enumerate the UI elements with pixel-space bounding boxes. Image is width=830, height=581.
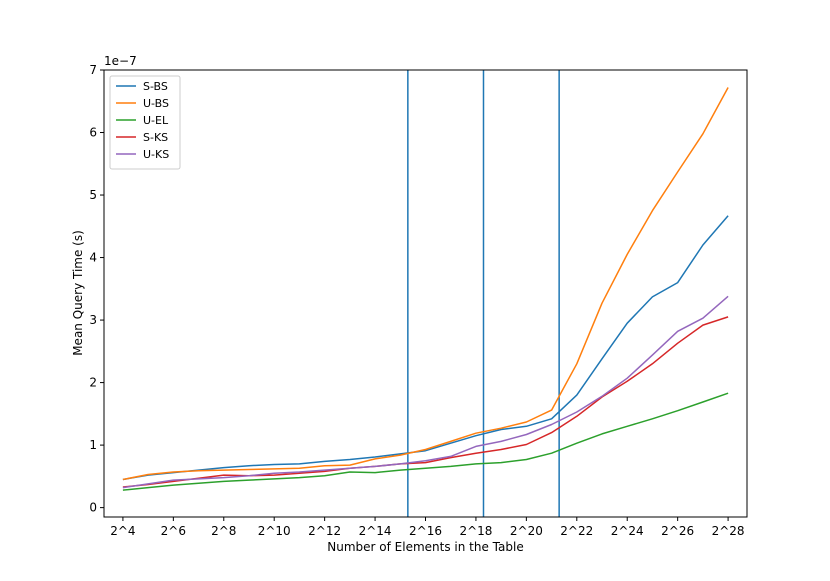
x-axis-ticks: 2^4 2^6 2^8 2^10 2^12 2^14 2^16 2^18 2^20 2^22 2^2… <box>110 517 745 538</box>
x-tick-label: 2^6 <box>161 524 186 538</box>
y-tick-label: 0 <box>89 501 97 515</box>
y-tick-label: 1 <box>89 438 97 452</box>
legend-box <box>109 75 181 170</box>
x-axis-title: Number of Elements in the Table <box>327 540 523 554</box>
legend: S-BS U-BS U-EL S-KS U-KS <box>109 75 181 170</box>
x-tick-label: 2^20 <box>510 524 543 538</box>
y-tick-label: 5 <box>89 188 97 202</box>
y-axis-title: Mean Query Time (s) <box>71 230 85 356</box>
x-tick-label: 2^4 <box>110 524 135 538</box>
legend-label-s-bs: S-BS <box>143 80 168 93</box>
y-tick-label: 2 <box>89 376 97 390</box>
x-tick-label: 2^14 <box>359 524 392 538</box>
x-tick-label: 2^26 <box>661 524 694 538</box>
x-tick-label: 2^24 <box>611 524 644 538</box>
x-tick-label: 2^12 <box>308 524 341 538</box>
x-tick-label: 2^22 <box>560 524 593 538</box>
series-line-u-ks <box>122 295 729 489</box>
legend-label-s-ks: S-KS <box>143 131 168 144</box>
plot-area <box>104 70 747 517</box>
series-line-s-ks <box>122 316 729 488</box>
x-tick-label: 2^8 <box>211 524 236 538</box>
vertical-markers <box>407 70 560 517</box>
series-lines <box>122 87 729 491</box>
y-axis-ticks: 0 1 2 3 4 5 6 7 <box>89 63 104 515</box>
x-tick-label: 2^10 <box>258 524 291 538</box>
y-tick-label: 6 <box>89 126 97 140</box>
legend-label-u-ks: U-KS <box>143 148 169 161</box>
y-offset-label: 1e−7 <box>104 54 137 68</box>
legend-label-u-bs: U-BS <box>143 97 169 110</box>
y-tick-label: 4 <box>89 251 97 265</box>
y-tick-label: 3 <box>89 313 97 327</box>
x-tick-label: 2^16 <box>409 524 442 538</box>
series-line-s-bs <box>122 215 729 481</box>
x-tick-label: 2^28 <box>712 524 745 538</box>
series-line-u-bs <box>122 87 729 481</box>
legend-label-u-el: U-EL <box>143 114 169 127</box>
series-line-u-el <box>122 392 729 491</box>
x-tick-label: 2^18 <box>459 524 492 538</box>
y-tick-label: 7 <box>89 63 97 77</box>
